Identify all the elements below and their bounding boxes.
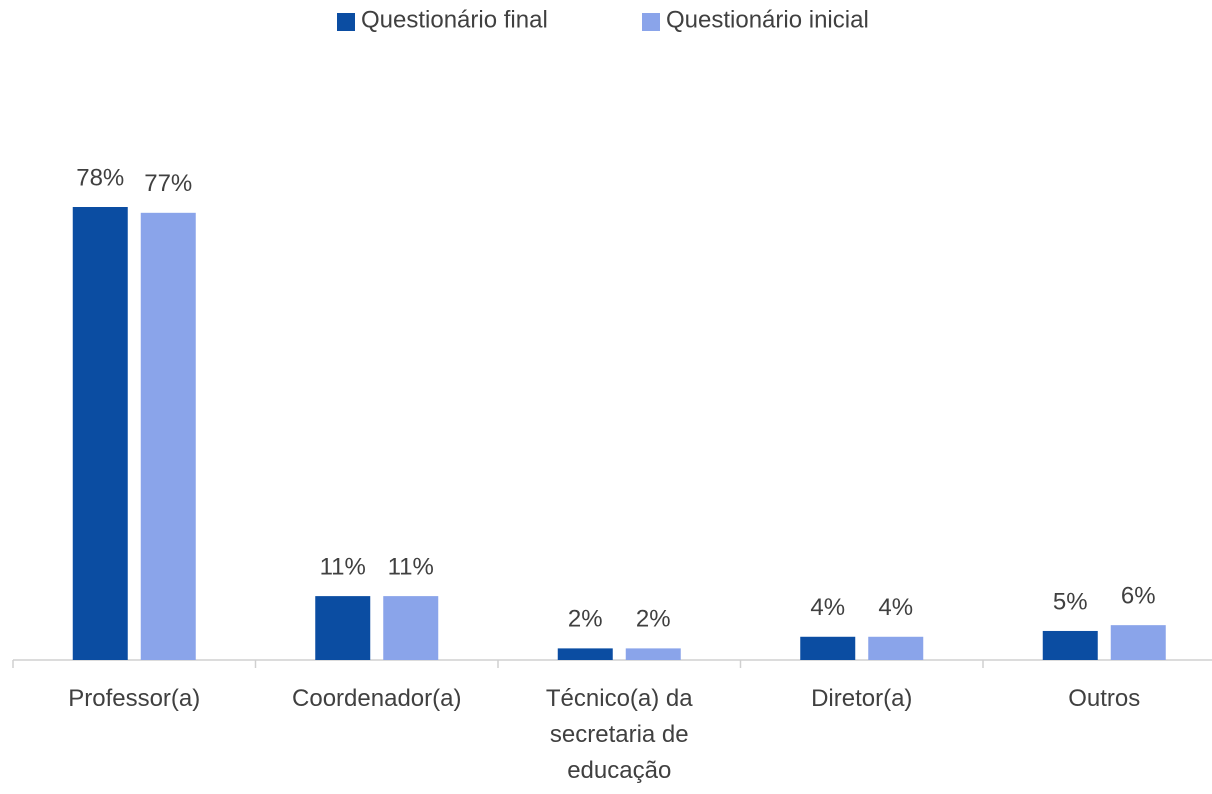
value-label: 11% bbox=[388, 553, 434, 580]
value-label: 2% bbox=[568, 606, 603, 633]
value-label: 5% bbox=[1053, 588, 1088, 615]
value-label: 4% bbox=[878, 594, 913, 621]
bar bbox=[557, 648, 613, 660]
bar bbox=[1110, 625, 1166, 660]
legend-label: Questionário final bbox=[361, 6, 548, 33]
bar bbox=[140, 212, 196, 661]
value-label: 11% bbox=[320, 553, 366, 580]
legend-label: Questionário inicial bbox=[666, 6, 869, 33]
bar bbox=[625, 648, 681, 660]
bar bbox=[72, 207, 128, 660]
bar bbox=[315, 596, 371, 660]
bar bbox=[383, 596, 439, 660]
value-label: 77% bbox=[144, 170, 192, 197]
legend-swatch bbox=[337, 13, 355, 31]
x-tick-label: Diretor(a) bbox=[811, 685, 913, 712]
value-label: 2% bbox=[636, 606, 671, 633]
x-tick-label: Coordenador(a) bbox=[292, 685, 462, 712]
value-label: 6% bbox=[1121, 582, 1156, 609]
bar bbox=[800, 636, 856, 660]
bar bbox=[1042, 630, 1098, 660]
legend-swatch bbox=[642, 13, 660, 31]
bar bbox=[868, 636, 924, 660]
x-tick-label: Técnico(a) da secretaria de educação bbox=[545, 685, 693, 784]
x-tick-label: Outros bbox=[1068, 685, 1141, 712]
value-label: 78% bbox=[76, 164, 124, 191]
value-label: 4% bbox=[810, 594, 845, 621]
x-tick-label: Professor(a) bbox=[68, 685, 201, 712]
